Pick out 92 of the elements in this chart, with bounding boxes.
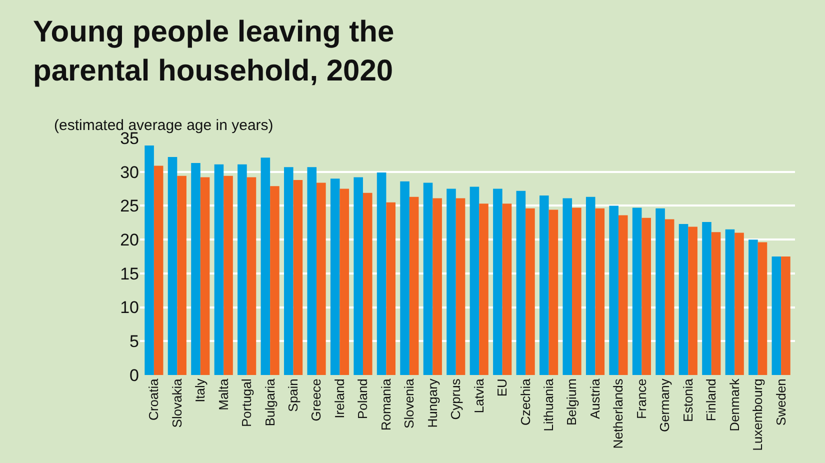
x-tick-label: Netherlands <box>610 378 626 449</box>
bar <box>293 180 303 375</box>
bar <box>618 215 628 375</box>
bar <box>688 226 698 375</box>
bar <box>144 145 154 375</box>
bar <box>330 178 340 375</box>
bar <box>702 222 712 375</box>
bar <box>781 256 790 375</box>
x-tick-label: Lithuania <box>541 378 556 432</box>
y-tick-label: 15 <box>120 264 139 284</box>
bar <box>386 202 396 375</box>
y-tick-label: 25 <box>120 196 139 216</box>
x-tick-label: Malta <box>216 378 231 410</box>
x-tick-label: Estonia <box>680 378 696 422</box>
x-tick-label: Greece <box>308 378 324 422</box>
y-tick-label: 10 <box>120 298 139 318</box>
bar <box>224 176 233 375</box>
bar <box>748 240 758 375</box>
bar <box>214 164 224 375</box>
bar <box>200 177 210 375</box>
x-tick-label: Slovenia <box>402 378 417 428</box>
x-tick-label: Luxembourg <box>750 378 766 451</box>
bar <box>711 232 721 375</box>
bar <box>562 198 572 375</box>
x-tick-label: France <box>634 378 649 420</box>
chart-title: Young people leaving the parental household, 2020 <box>33 16 394 88</box>
x-tick-label: Hungary <box>424 378 440 428</box>
bar <box>409 196 419 375</box>
bar <box>493 188 502 375</box>
x-tick-label: Cyprus <box>448 378 464 420</box>
bar <box>656 208 665 375</box>
x-tick-label: Finland <box>704 378 719 422</box>
bar <box>678 224 688 375</box>
bar <box>423 182 433 375</box>
bar <box>307 167 317 375</box>
x-tick-label: Sweden <box>773 378 788 426</box>
x-tick-label: Romania <box>378 378 394 431</box>
bar <box>354 177 363 375</box>
bar <box>479 204 488 375</box>
bar <box>340 188 350 375</box>
bar <box>260 158 270 375</box>
x-tick-label: Ireland <box>332 378 347 418</box>
bar <box>316 182 326 375</box>
bar <box>642 218 651 375</box>
x-tick-label: Croatia <box>146 378 162 421</box>
bar <box>191 163 200 375</box>
bar <box>238 164 247 375</box>
x-tick-label: Slovakia <box>169 378 184 428</box>
bar <box>284 167 294 375</box>
x-tick-label: Czechia <box>518 378 533 426</box>
bar <box>177 176 186 375</box>
bar <box>446 188 456 375</box>
bar <box>376 172 386 375</box>
bar <box>609 206 618 375</box>
bar <box>362 192 372 375</box>
y-tick-label: 20 <box>120 230 139 250</box>
bar <box>725 229 735 375</box>
bar <box>540 196 549 375</box>
x-tick-label: EU <box>494 378 510 397</box>
bar <box>595 208 605 375</box>
y-tick-label: 30 <box>120 162 139 182</box>
bar <box>246 177 256 375</box>
bar <box>758 242 768 375</box>
bar <box>400 181 410 375</box>
x-tick-label: Italy <box>192 378 208 402</box>
bar <box>586 196 596 375</box>
bar <box>664 219 674 375</box>
bar <box>168 156 178 375</box>
x-tick-label: Portugal <box>239 378 254 428</box>
bar <box>734 232 744 375</box>
bar <box>432 198 442 375</box>
bar <box>502 204 512 375</box>
bar <box>470 186 480 375</box>
bar <box>270 186 280 375</box>
bar <box>516 190 526 375</box>
bar <box>632 208 642 375</box>
bar <box>772 256 782 375</box>
bar <box>548 210 558 375</box>
x-tick-label: Germany <box>657 378 672 432</box>
bar <box>456 198 466 375</box>
x-tick-label: Spain <box>286 378 301 412</box>
x-tick-label: Bulgaria <box>262 378 278 426</box>
bar <box>154 166 164 375</box>
x-tick-label: Austria <box>587 378 602 420</box>
y-tick-label: 0 <box>130 366 139 385</box>
y-tick-label: 5 <box>130 332 139 352</box>
bar <box>572 208 582 375</box>
x-tick-label: Latvia <box>471 378 486 414</box>
x-tick-label: Belgium <box>564 378 580 426</box>
bar <box>526 208 535 375</box>
x-tick-label: Denmark <box>726 378 742 432</box>
x-tick-label: Poland <box>355 378 370 420</box>
